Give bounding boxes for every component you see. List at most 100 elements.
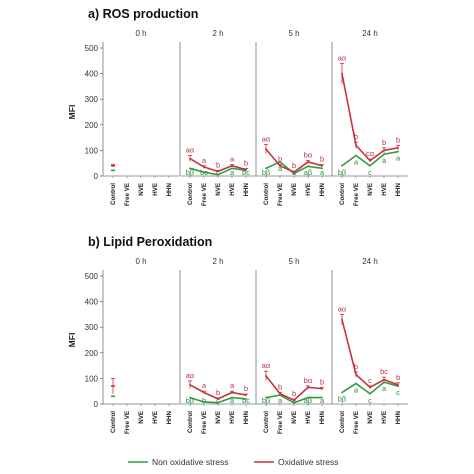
x-tick-label: Free VE bbox=[277, 411, 284, 434]
x-tick-label: HHN bbox=[166, 410, 173, 424]
data-label: a bbox=[202, 156, 207, 165]
legend-label-oxidative: Oxidative stress bbox=[278, 457, 338, 467]
chart-1: a) ROS production 0 100 200 300 400 500 MFI 0 h C… bbox=[67, 7, 408, 206]
data-label: b bbox=[244, 159, 248, 168]
data-point-oxidative bbox=[307, 161, 309, 163]
data-label: a bbox=[230, 154, 235, 163]
data-point-non-oxidative bbox=[307, 165, 309, 167]
data-point-oxidative bbox=[293, 171, 295, 173]
x-tick-label: HHN bbox=[319, 410, 326, 424]
data-label: bc bbox=[242, 396, 250, 405]
data-label: b bbox=[354, 362, 358, 371]
data-label: aβ bbox=[304, 396, 312, 405]
data-label: aα bbox=[262, 135, 271, 144]
data-label: aα bbox=[338, 53, 347, 62]
data-label: b bbox=[292, 161, 296, 170]
x-tick-label: HHN bbox=[395, 182, 402, 196]
data-point-oxidative bbox=[369, 160, 371, 162]
data-label: a bbox=[202, 381, 207, 390]
data-point-oxidative bbox=[341, 319, 343, 321]
data-label: b bbox=[244, 384, 248, 393]
x-tick-label: Control bbox=[263, 411, 270, 433]
chart-title: b) Lipid Peroxidation bbox=[88, 235, 212, 249]
data-label: b bbox=[320, 154, 324, 163]
data-label: bβ bbox=[262, 396, 270, 405]
x-tick-label: Free VE bbox=[277, 183, 284, 206]
data-label: c bbox=[396, 388, 400, 397]
data-point-oxidative bbox=[321, 388, 323, 390]
facet-panel: 5 hControlFree VENVEHVEHHNbβaaaβaaαbbbαb bbox=[256, 257, 332, 434]
data-label: b bbox=[278, 154, 282, 163]
data-label: aβ bbox=[304, 168, 312, 177]
y-tick-label: 500 bbox=[85, 44, 99, 53]
x-tick-label: Free VE bbox=[353, 183, 360, 206]
x-tick-label: NVE bbox=[215, 411, 222, 424]
x-tick-label: HVE bbox=[152, 411, 159, 424]
x-tick-label: HHN bbox=[166, 182, 173, 196]
data-point-non-oxidative bbox=[369, 393, 371, 395]
data-label: cα bbox=[366, 149, 375, 158]
data-label: a bbox=[354, 386, 359, 395]
y-axis-label: MFI bbox=[67, 333, 77, 348]
data-label: b bbox=[396, 373, 400, 382]
data-label: aα bbox=[262, 361, 271, 370]
data-label: bβ bbox=[186, 396, 194, 405]
x-tick-label: Control bbox=[187, 183, 194, 205]
legend: Non oxidative stress Oxidative stress bbox=[128, 457, 338, 467]
x-tick-label: Control bbox=[187, 411, 194, 433]
series-line-oxidative bbox=[342, 74, 398, 161]
data-point-non-oxidative bbox=[341, 165, 343, 167]
data-point-oxidative bbox=[279, 165, 281, 167]
x-tick-label: Free VE bbox=[201, 411, 208, 434]
x-tick-label: Control bbox=[263, 183, 270, 205]
x-tick-label: NVE bbox=[138, 411, 145, 424]
y-axis-label: MFI bbox=[67, 105, 77, 120]
x-tick-label: NVE bbox=[138, 183, 145, 196]
data-label: aα bbox=[186, 146, 195, 155]
data-label: a bbox=[396, 154, 401, 163]
x-tick-label: HHN bbox=[319, 182, 326, 196]
x-tick-label: Control bbox=[110, 411, 117, 433]
facet-label: 2 h bbox=[212, 257, 223, 266]
data-label: b bbox=[216, 388, 220, 397]
data-point-oxidative bbox=[397, 384, 399, 386]
data-point-oxidative bbox=[383, 150, 385, 152]
data-point-oxidative bbox=[189, 384, 191, 386]
y-tick-label: 300 bbox=[85, 323, 99, 332]
data-label: b bbox=[396, 135, 400, 144]
data-label: b bbox=[292, 389, 296, 398]
data-label: bα bbox=[304, 376, 313, 385]
facet-label: 5 h bbox=[288, 257, 299, 266]
data-point-non-oxidative bbox=[341, 392, 343, 394]
data-label: bβ bbox=[338, 394, 346, 403]
data-label: b bbox=[354, 132, 358, 141]
data-label: a bbox=[382, 156, 387, 165]
data-label: b bbox=[216, 160, 220, 169]
y-tick-label: 0 bbox=[94, 172, 99, 181]
data-label: b bbox=[202, 396, 206, 405]
data-point-oxidative bbox=[355, 374, 357, 376]
y-tick-label: 200 bbox=[85, 121, 99, 130]
facet-panel: 0 hControl Free VE NVE HVE HHN bbox=[103, 257, 179, 434]
data-point-oxidative bbox=[265, 375, 267, 377]
data-point-non-oxidative bbox=[397, 151, 399, 153]
data-point-non-oxidative bbox=[355, 155, 357, 157]
facet-label: 24 h bbox=[362, 29, 378, 38]
facet-label: 5 h bbox=[288, 29, 299, 38]
data-label: bβ bbox=[262, 168, 270, 177]
data-point-oxidative bbox=[203, 392, 205, 394]
data-label: b bbox=[320, 377, 324, 386]
x-tick-label: HHN bbox=[395, 410, 402, 424]
x-tick-label: Control bbox=[110, 183, 117, 205]
legend-label-non-oxidative: Non oxidative stress bbox=[152, 457, 229, 467]
facet-label: 0 h bbox=[135, 29, 146, 38]
data-point-oxidative bbox=[383, 379, 385, 381]
x-tick-label: Free VE bbox=[124, 183, 131, 206]
data-label: a bbox=[230, 381, 235, 390]
data-point-oxidative bbox=[321, 165, 323, 167]
x-tick-label: HVE bbox=[381, 183, 388, 196]
x-tick-label: HVE bbox=[305, 411, 312, 424]
x-tick-label: Control bbox=[339, 183, 346, 205]
